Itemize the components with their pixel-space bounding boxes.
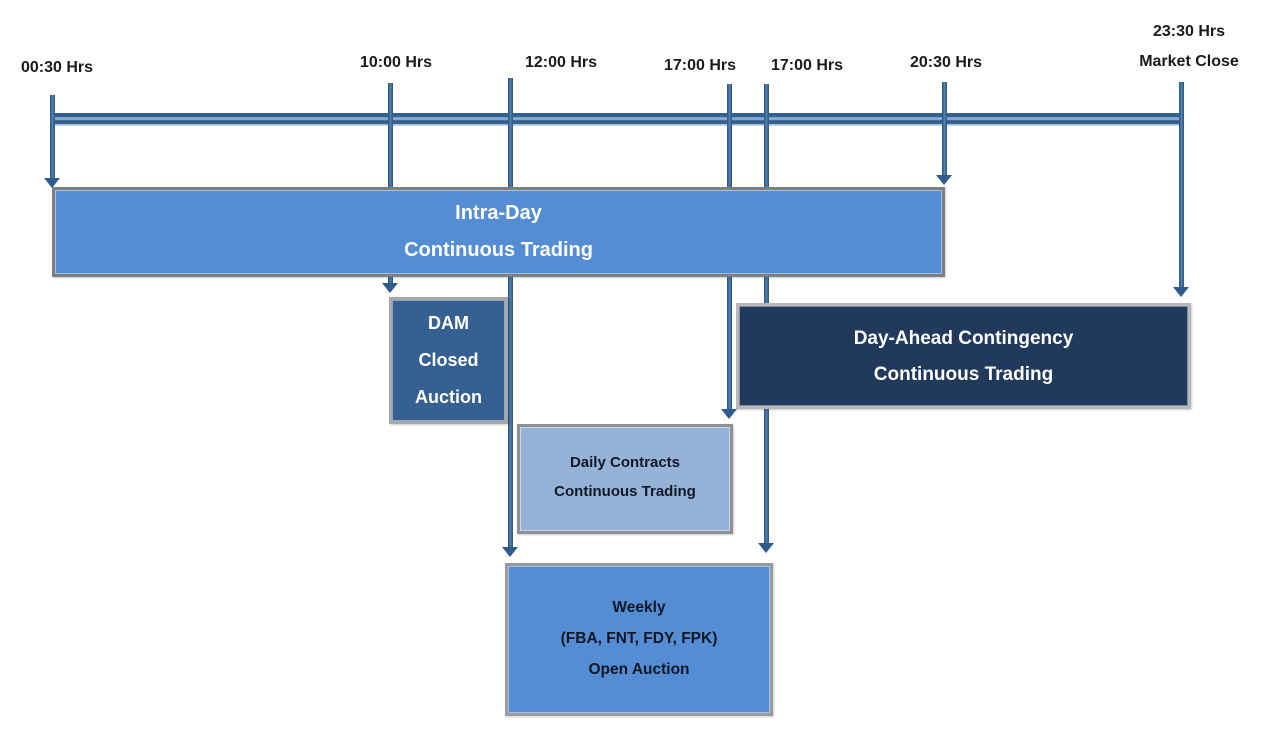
- down-arrow-icon-1200: [502, 547, 518, 557]
- time-marker-label-2030: 20:30 Hrs: [909, 54, 983, 71]
- tick-line-2030: [942, 82, 947, 177]
- tick-line-0030: [50, 95, 55, 180]
- market-close-time: 23:30 Hrs: [1152, 23, 1226, 40]
- weekly-open-auction-box: Weekly (FBA, FNT, FDY, FPK) Open Auction: [505, 563, 773, 716]
- box-text-line: Daily Contracts: [569, 454, 681, 471]
- box-text-line: Weekly: [612, 599, 666, 616]
- time-marker-label-1700a: 17:00 Hrs: [663, 57, 737, 74]
- time-marker-label-1200: 12:00 Hrs: [524, 54, 598, 71]
- box-text-line: Auction: [415, 387, 482, 407]
- down-arrow-icon-1700b: [758, 543, 774, 553]
- time-marker-label-0030: 00:30 Hrs: [20, 59, 94, 76]
- box-text-line: Open Auction: [588, 661, 690, 678]
- time-marker-label-1700b: 17:00 Hrs: [770, 57, 844, 74]
- down-arrow-icon-0030: [44, 178, 60, 188]
- market-close-label: Market Close: [1139, 53, 1239, 70]
- time-marker-label-2330: 23:30 Hrs Market Close: [1139, 17, 1239, 77]
- box-text-line: Continuous Trading: [554, 483, 696, 500]
- timeline-bar: [52, 113, 1184, 126]
- box-text-line: Closed: [418, 350, 479, 370]
- box-text-line: Continuous Trading: [873, 364, 1054, 385]
- box-text-line: Day-Ahead Contingency: [853, 328, 1074, 349]
- down-arrow-icon-2330: [1173, 287, 1189, 297]
- daily-contracts-box: Daily Contracts Continuous Trading: [517, 424, 733, 534]
- tick-line-1000: [388, 83, 393, 285]
- box-text-line: DAM: [428, 313, 469, 333]
- box-text-line: (FBA, FNT, FDY, FPK): [560, 630, 718, 647]
- intraday-continuous-trading-box: Intra-Day Continuous Trading: [52, 187, 945, 277]
- down-arrow-icon-2030: [936, 175, 952, 185]
- down-arrow-icon-1000: [382, 283, 398, 293]
- tick-line-2330: [1179, 82, 1184, 289]
- dam-closed-auction-box: DAM Closed Auction: [389, 297, 508, 424]
- box-text-line: Continuous Trading: [404, 239, 593, 261]
- down-arrow-icon-1700a: [721, 409, 737, 419]
- time-marker-label-1000: 10:00 Hrs: [359, 54, 433, 71]
- day-ahead-contingency-box: Day-Ahead Contingency Continuous Trading: [736, 303, 1191, 409]
- tick-line-1200: [508, 78, 513, 549]
- box-text-line: Intra-Day: [455, 202, 542, 224]
